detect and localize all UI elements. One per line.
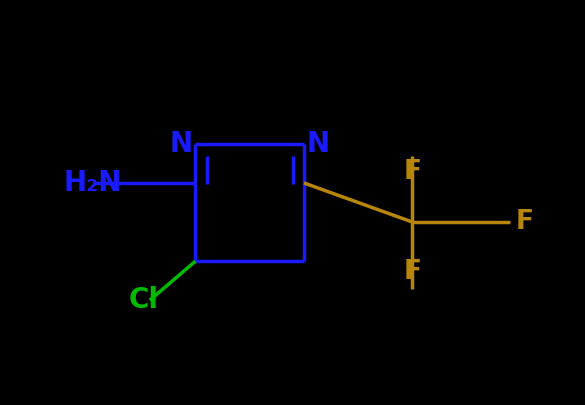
Text: N: N [170,130,192,158]
Text: F: F [404,259,421,285]
Text: F: F [404,160,421,185]
Text: Cl: Cl [129,286,159,314]
Text: H₂N: H₂N [63,169,122,197]
Text: N: N [307,130,330,158]
Text: F: F [515,209,534,235]
